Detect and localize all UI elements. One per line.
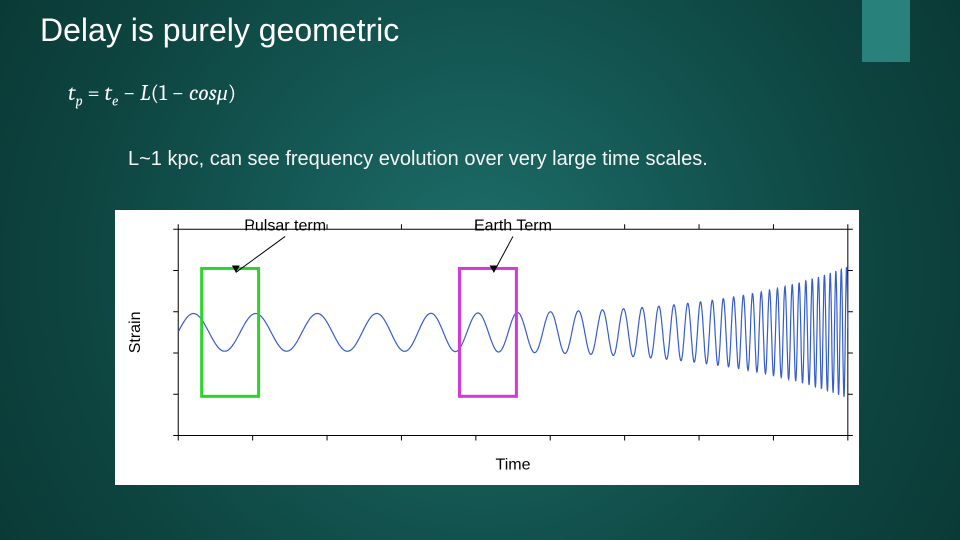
earth-term-annotation: Earth Term xyxy=(459,217,551,396)
caption: L~1 kpc, can see frequency evolution ove… xyxy=(128,148,708,171)
chart-annotation-label: Earth Term xyxy=(474,217,552,234)
accent-box xyxy=(862,0,910,62)
x-axis-label: Time xyxy=(496,457,531,474)
slide: Delay is purely geometric tp = te − L(1 … xyxy=(0,0,960,540)
slide-title: Delay is purely geometric xyxy=(40,12,399,49)
strain-time-chart: Pulsar term Earth Term Strain Time xyxy=(115,210,859,485)
y-axis-label: Strain xyxy=(127,311,144,353)
pulsar-term-annotation: Pulsar term xyxy=(202,217,326,396)
chart-annotation-label: Pulsar term xyxy=(244,217,326,234)
equation: tp = te − L(1 − cosμ) xyxy=(68,80,236,109)
